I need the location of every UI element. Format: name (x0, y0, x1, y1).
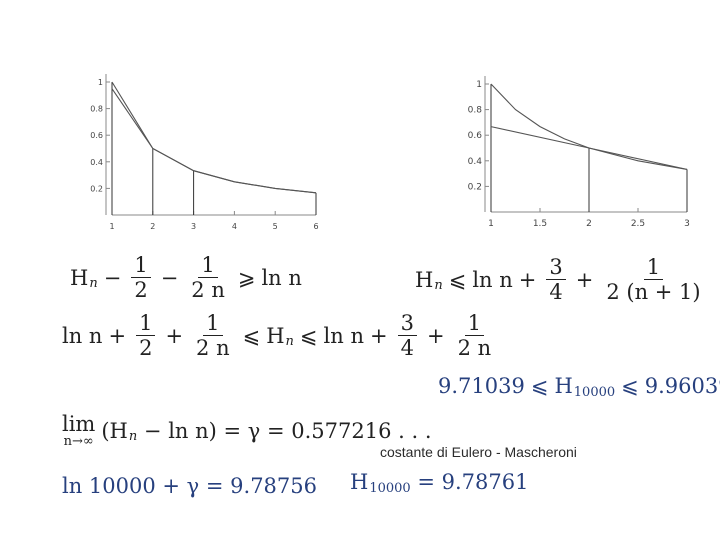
operator: − (160, 265, 179, 290)
numerator: 1 (203, 312, 223, 337)
h-value: = 9.78761 (410, 470, 529, 494)
denominator: 4 (400, 336, 414, 361)
denominator: 2 (139, 336, 153, 361)
y-tick-label: 0.4 (90, 158, 103, 167)
upper-value: 9.96039 (644, 374, 720, 398)
y-tick-label: 0.2 (468, 182, 482, 192)
h-subscript: n (128, 429, 138, 444)
x-tick-label: 1 (109, 222, 114, 231)
relation: ⩾ (237, 265, 256, 290)
ln-term: ln n (472, 267, 513, 292)
numerator: 1 (198, 254, 218, 279)
operator: + (165, 323, 184, 348)
lim-body: (H (101, 418, 128, 443)
equation-ln-plus-gamma: ln 10000 + γ = 9.78756 (62, 474, 317, 498)
lim-text: lim (62, 412, 96, 436)
denominator: 2 n (457, 336, 492, 361)
h-symbol: H (554, 374, 573, 398)
y-tick-label: 1 (98, 78, 103, 87)
relation: ⩽ (299, 323, 318, 348)
h-subscript: 10000 (573, 384, 616, 400)
lim-rest: − ln n) = γ = 0.577216 . . . (137, 418, 432, 443)
x-tick-label: 2.5 (631, 219, 645, 229)
numerator: 3 (546, 256, 566, 281)
operator: + (518, 267, 537, 292)
series-line-2 (490, 126, 688, 170)
ln-term: ln n (323, 323, 364, 348)
operator: + (108, 323, 127, 348)
series-line-2 (111, 88, 317, 194)
relation: ⩽ (448, 267, 467, 292)
rhs: ln n (261, 265, 302, 290)
plot-right: 1 1.5 2 2.5 3 1 0.8 0.6 0.4 0.2 (468, 76, 690, 229)
x-tick-label: 3 (191, 222, 196, 231)
h-subscript: n (89, 276, 98, 292)
numerator: 3 (397, 312, 417, 337)
y-tick-label: 0.8 (90, 105, 103, 114)
caption-euler-constant: costante di Eulero - Mascheroni (380, 444, 577, 460)
denominator: 2 (n + 1) (606, 280, 701, 305)
y-tick-label: 0.4 (468, 157, 483, 167)
equation-euler-limit: lim n→∞ (H n − ln n) = γ = 0.577216 . . . (62, 412, 432, 449)
x-tick-label: 1 (488, 219, 494, 229)
y-tick-label: 0.6 (90, 131, 103, 140)
x-tick-label: 2 (586, 219, 592, 229)
lower-value: 9.71039 (438, 374, 525, 398)
h-subscript: n (285, 334, 294, 350)
series-line-1 (490, 83, 688, 170)
operator: − (103, 265, 122, 290)
operator: + (575, 267, 594, 292)
x-tick-label: 2 (150, 222, 155, 231)
numerator: 1 (131, 254, 151, 279)
denominator: 4 (549, 280, 563, 305)
numerator: 1 (136, 312, 156, 337)
x-tick-label: 4 (232, 222, 237, 231)
ln-term: ln n (62, 323, 103, 348)
relation: ⩽ (242, 323, 261, 348)
x-tick-label: 6 (313, 222, 318, 231)
y-tick-label: 1 (476, 80, 482, 90)
h-symbol: H (70, 265, 89, 290)
ln-gamma-text: ln 10000 + γ = 9.78756 (62, 474, 318, 498)
denominator: 2 (134, 278, 148, 303)
plot-left: 1 2 3 4 5 6 1 0.8 0.6 0.4 0.2 (90, 74, 319, 231)
h-symbol: H (350, 470, 369, 494)
equation-h10000-value: H 10000 = 9.78761 (350, 470, 529, 496)
y-tick-label: 0.6 (468, 131, 483, 141)
h-subscript: 10000 (369, 480, 411, 496)
numerator: 1 (643, 256, 664, 281)
h-subscript: n (434, 278, 443, 294)
x-tick-label: 1.5 (533, 219, 547, 229)
x-tick-label: 3 (684, 219, 690, 229)
relation: ⩽ (530, 374, 549, 398)
numerator: 1 (464, 312, 485, 337)
h-symbol: H (266, 323, 285, 348)
limit-operator: lim n→∞ (62, 412, 95, 449)
h-symbol: H (415, 267, 434, 292)
denominator: 2 n (196, 336, 230, 361)
y-tick-label: 0.8 (468, 106, 483, 116)
operator: + (426, 323, 445, 348)
relation: ⩽ (621, 374, 639, 398)
denominator: 2 n (191, 278, 225, 303)
y-tick-label: 0.2 (90, 184, 103, 193)
operator: + (369, 323, 388, 348)
x-tick-label: 5 (273, 222, 278, 231)
lim-subscript: n→∞ (63, 434, 94, 449)
